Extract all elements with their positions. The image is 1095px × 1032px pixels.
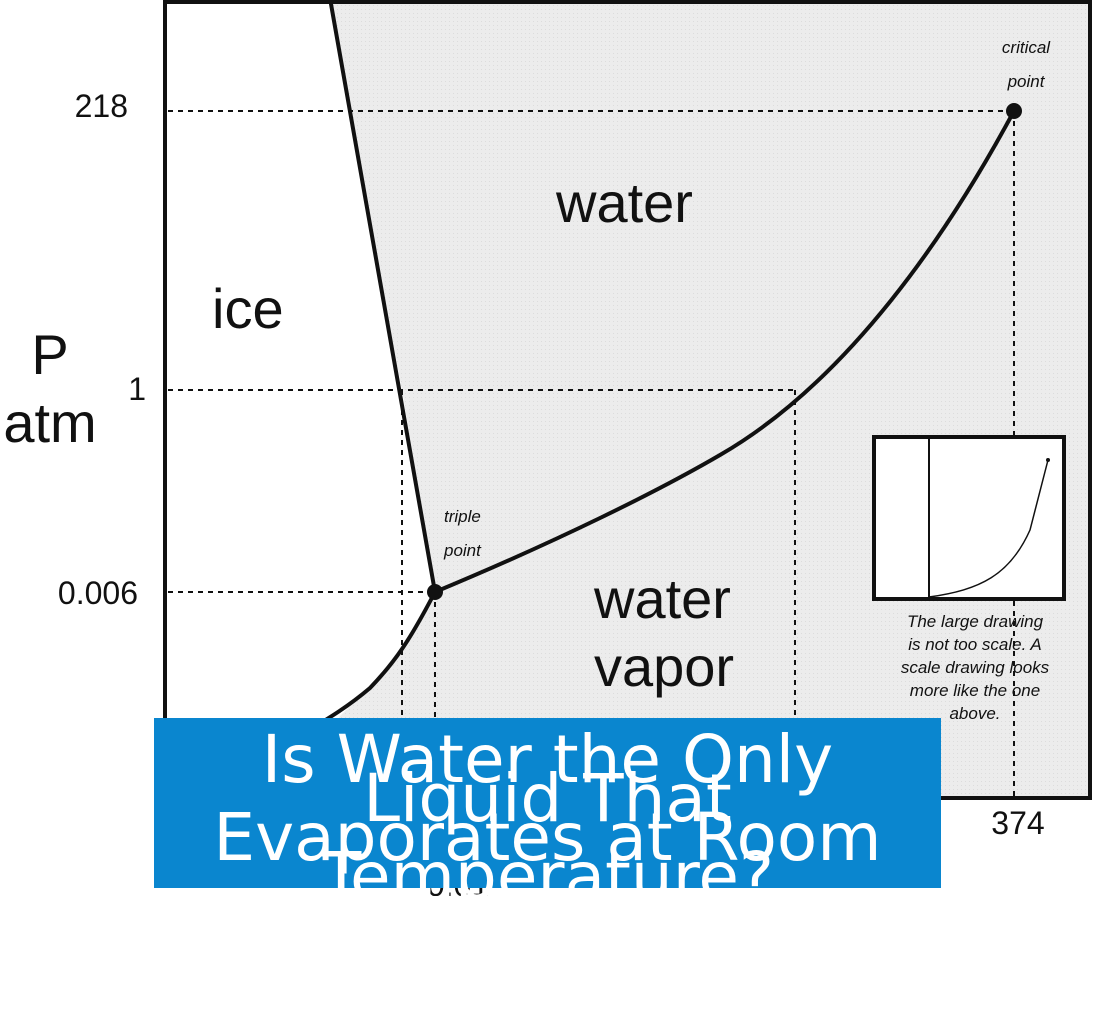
region-ice: ice (212, 277, 284, 340)
inset-note: The large drawing is not too scale. A sc… (901, 612, 1050, 723)
inset-critical-dot (1046, 458, 1050, 462)
y-axis-unit: atm (3, 391, 96, 454)
triple-point-label-1: triple (444, 507, 481, 526)
region-vapor-line2: vapor (594, 635, 734, 698)
title-banner: Is Water the Only Liquid That Evaporates… (154, 718, 941, 1027)
phase-diagram: ice water water vapor critical point tri… (3, 0, 1092, 896)
y-tick-218: 218 (75, 88, 128, 124)
inset-vaporization-curve (928, 459, 1049, 598)
inset-note-line-3: scale drawing looks (901, 658, 1050, 677)
banner-title: Is Water the Only Liquid That Evaporates… (213, 721, 882, 1032)
critical-point-label-2: point (1007, 72, 1046, 91)
y-tick-0006: 0.006 (58, 575, 138, 611)
region-water: water (555, 171, 693, 234)
y-axis-symbol: P (31, 323, 68, 386)
inset-note-line-4: more like the one (910, 681, 1040, 700)
triple-point-dot (427, 584, 443, 600)
vaporization-curve (433, 109, 1016, 594)
inset-frame (872, 435, 1066, 601)
fusion-curve (329, 2, 437, 594)
x-tick-374: 374 (991, 805, 1044, 841)
critical-point-label-1: critical (1002, 38, 1051, 57)
region-vapor-line1: water (593, 567, 731, 630)
inset-note-line-5: above. (949, 704, 1000, 723)
inset-note-line-2: is not too scale. A (908, 635, 1042, 654)
critical-point-dot (1006, 103, 1022, 119)
inset-scale-drawing (872, 435, 1066, 601)
inset-note-line-1: The large drawing (907, 612, 1044, 631)
y-tick-1: 1 (128, 371, 146, 407)
triple-point-label-2: point (443, 541, 482, 560)
